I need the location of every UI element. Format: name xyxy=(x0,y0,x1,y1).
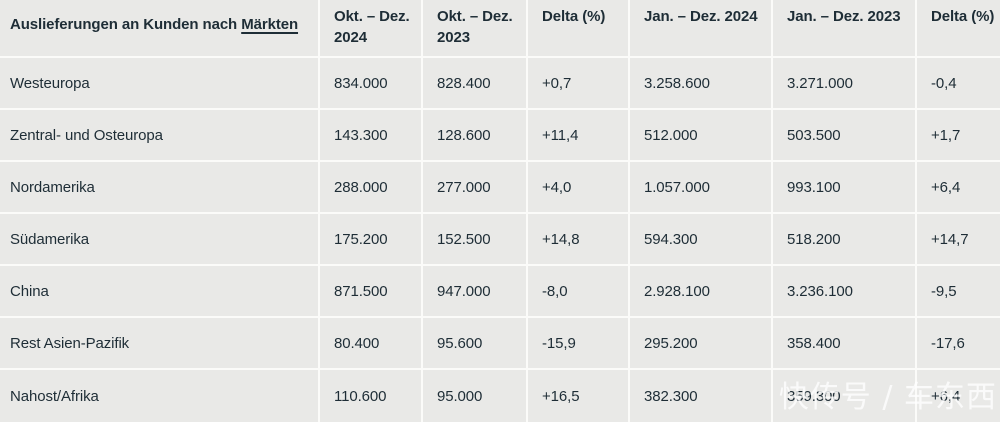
value-fy-2024: 382.300 xyxy=(630,370,773,422)
market-cell: Westeuropa xyxy=(0,58,320,110)
value-q4-2023: 947.000 xyxy=(423,266,528,318)
value-delta-fy: +1,7 xyxy=(917,110,1000,162)
value-fy-2023: 518.200 xyxy=(773,214,917,266)
value-fy-2024: 1.057.000 xyxy=(630,162,773,214)
value-fy-2023: 993.100 xyxy=(773,162,917,214)
col-header-fy-2023: Jan. – Dez. 2023 xyxy=(773,0,917,58)
table-title: Auslieferungen an Kunden nach Märkten xyxy=(10,14,298,35)
table-title-cell: Auslieferungen an Kunden nach Märkten xyxy=(0,0,320,58)
value-fy-2023: 359.300 xyxy=(773,370,917,422)
value-q4-2023: 128.600 xyxy=(423,110,528,162)
value-fy-2024: 512.000 xyxy=(630,110,773,162)
value-q4-2023: 277.000 xyxy=(423,162,528,214)
col-header-fy-2024: Jan. – Dez. 2024 xyxy=(630,0,773,58)
value-q4-2023: 95.600 xyxy=(423,318,528,370)
value-fy-2023: 358.400 xyxy=(773,318,917,370)
value-delta-fy: +6,4 xyxy=(917,162,1000,214)
value-delta-q4: -15,9 xyxy=(528,318,630,370)
value-q4-2023: 828.400 xyxy=(423,58,528,110)
value-delta-q4: +14,8 xyxy=(528,214,630,266)
value-delta-fy: -9,5 xyxy=(917,266,1000,318)
maerkten-link[interactable]: Märkten xyxy=(241,16,299,33)
col-header-delta-q4: Delta (%) xyxy=(528,0,630,58)
value-fy-2024: 3.258.600 xyxy=(630,58,773,110)
value-delta-fy: -17,6 xyxy=(917,318,1000,370)
value-delta-q4: +0,7 xyxy=(528,58,630,110)
value-q4-2024: 834.000 xyxy=(320,58,423,110)
value-q4-2023: 152.500 xyxy=(423,214,528,266)
value-q4-2024: 143.300 xyxy=(320,110,423,162)
value-delta-q4: +4,0 xyxy=(528,162,630,214)
value-q4-2024: 175.200 xyxy=(320,214,423,266)
value-delta-fy: -0,4 xyxy=(917,58,1000,110)
value-fy-2024: 295.200 xyxy=(630,318,773,370)
value-delta-fy: +6,4 xyxy=(917,370,1000,422)
value-delta-q4: -8,0 xyxy=(528,266,630,318)
value-q4-2024: 288.000 xyxy=(320,162,423,214)
value-delta-q4: +11,4 xyxy=(528,110,630,162)
value-q4-2024: 110.600 xyxy=(320,370,423,422)
col-header-q4-2023: Okt. – Dez. 2023 xyxy=(423,0,528,58)
value-fy-2024: 2.928.100 xyxy=(630,266,773,318)
market-cell: Nordamerika xyxy=(0,162,320,214)
market-cell: Südamerika xyxy=(0,214,320,266)
value-q4-2024: 80.400 xyxy=(320,318,423,370)
col-header-q4-2024: Okt. – Dez. 2024 xyxy=(320,0,423,58)
market-cell: Zentral- und Osteuropa xyxy=(0,110,320,162)
col-header-delta-fy: Delta (%) xyxy=(917,0,1000,58)
market-cell: Nahost/Afrika xyxy=(0,370,320,422)
market-cell: Rest Asien-Pazifik xyxy=(0,318,320,370)
value-fy-2024: 594.300 xyxy=(630,214,773,266)
value-q4-2023: 95.000 xyxy=(423,370,528,422)
market-cell: China xyxy=(0,266,320,318)
value-q4-2024: 871.500 xyxy=(320,266,423,318)
value-fy-2023: 3.236.100 xyxy=(773,266,917,318)
value-fy-2023: 503.500 xyxy=(773,110,917,162)
table-title-text: Auslieferungen an Kunden nach xyxy=(10,16,242,33)
value-fy-2023: 3.271.000 xyxy=(773,58,917,110)
value-delta-q4: +16,5 xyxy=(528,370,630,422)
value-delta-fy: +14,7 xyxy=(917,214,1000,266)
